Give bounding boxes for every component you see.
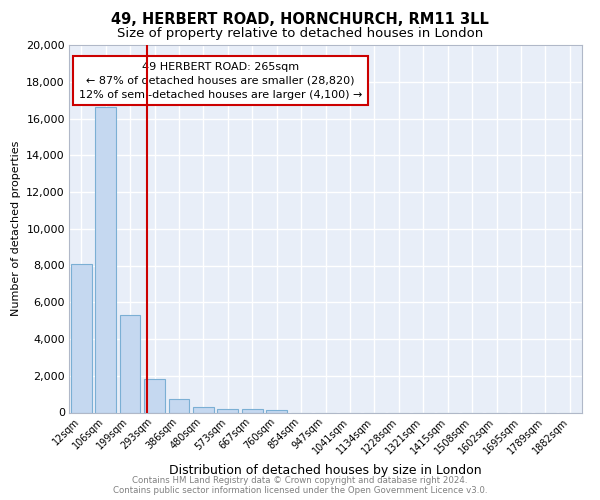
Bar	[217, 409, 238, 412]
Y-axis label: Number of detached properties: Number of detached properties	[11, 141, 20, 316]
Text: Size of property relative to detached houses in London: Size of property relative to detached ho…	[117, 28, 483, 40]
Text: 49, HERBERT ROAD, HORNCHURCH, RM11 3LL: 49, HERBERT ROAD, HORNCHURCH, RM11 3LL	[111, 12, 489, 28]
Text: 49 HERBERT ROAD: 265sqm
← 87% of detached houses are smaller (28,820)
12% of sem: 49 HERBERT ROAD: 265sqm ← 87% of detache…	[79, 62, 362, 100]
X-axis label: Distribution of detached houses by size in London: Distribution of detached houses by size …	[169, 464, 482, 477]
Bar	[242, 409, 263, 412]
Text: Contains public sector information licensed under the Open Government Licence v3: Contains public sector information licen…	[113, 486, 487, 495]
Text: Contains HM Land Registry data © Crown copyright and database right 2024.: Contains HM Land Registry data © Crown c…	[132, 476, 468, 485]
Bar	[144, 380, 165, 412]
Bar	[193, 407, 214, 412]
Bar	[95, 108, 116, 412]
Bar	[266, 410, 287, 412]
Bar	[169, 398, 190, 412]
Bar	[119, 315, 140, 412]
Bar	[71, 264, 92, 412]
